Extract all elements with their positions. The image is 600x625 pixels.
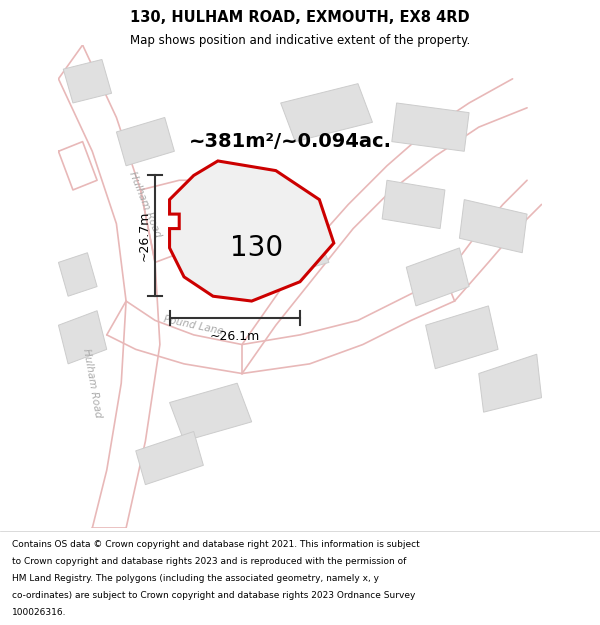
Polygon shape: [170, 161, 334, 301]
Polygon shape: [136, 431, 203, 484]
Text: Pound Lane: Pound Lane: [163, 314, 224, 336]
Polygon shape: [242, 219, 329, 282]
Text: Hulham Road: Hulham Road: [81, 348, 103, 419]
Text: HM Land Registry. The polygons (including the associated geometry, namely x, y: HM Land Registry. The polygons (includin…: [12, 574, 379, 582]
Polygon shape: [460, 199, 527, 252]
Polygon shape: [58, 253, 97, 296]
Text: Contains OS data © Crown copyright and database right 2021. This information is : Contains OS data © Crown copyright and d…: [12, 540, 420, 549]
Polygon shape: [58, 311, 107, 364]
Text: ~26.7m: ~26.7m: [137, 211, 150, 261]
Polygon shape: [170, 383, 251, 441]
Text: 100026316.: 100026316.: [12, 608, 67, 616]
Polygon shape: [406, 248, 469, 306]
Polygon shape: [116, 118, 175, 166]
Text: ~26.1m: ~26.1m: [209, 330, 260, 343]
Polygon shape: [425, 306, 498, 369]
Polygon shape: [392, 103, 469, 151]
Polygon shape: [479, 354, 542, 412]
Text: 130: 130: [230, 234, 283, 262]
Text: ~381m²/~0.094ac.: ~381m²/~0.094ac.: [189, 132, 392, 151]
Text: Hulham Road: Hulham Road: [128, 170, 163, 239]
Text: Map shows position and indicative extent of the property.: Map shows position and indicative extent…: [130, 34, 470, 47]
Text: 130, HULHAM ROAD, EXMOUTH, EX8 4RD: 130, HULHAM ROAD, EXMOUTH, EX8 4RD: [130, 10, 470, 25]
Polygon shape: [63, 59, 112, 103]
Polygon shape: [382, 180, 445, 229]
Text: co-ordinates) are subject to Crown copyright and database rights 2023 Ordnance S: co-ordinates) are subject to Crown copyr…: [12, 591, 415, 599]
Polygon shape: [281, 84, 373, 142]
Text: to Crown copyright and database rights 2023 and is reproduced with the permissio: to Crown copyright and database rights 2…: [12, 557, 406, 566]
